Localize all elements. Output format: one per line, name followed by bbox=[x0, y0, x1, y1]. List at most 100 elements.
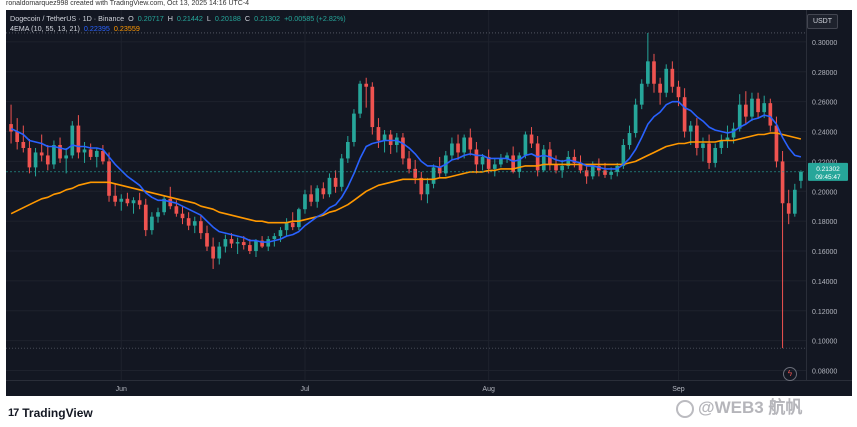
candle-body bbox=[364, 83, 369, 87]
candle-body bbox=[566, 156, 571, 166]
candle-body bbox=[321, 188, 326, 195]
change-value: +0.00585 (+2.82%) bbox=[284, 14, 346, 23]
candlestick-chart[interactable]: 0.300000.280000.260000.240000.220000.200… bbox=[6, 10, 852, 396]
candle-body bbox=[39, 152, 44, 156]
candle-body bbox=[370, 86, 375, 128]
y-tick-label: 0.16000 bbox=[812, 249, 837, 256]
candle-body bbox=[707, 143, 711, 163]
candle-body bbox=[682, 97, 687, 132]
candle-body bbox=[45, 155, 50, 165]
candle-body bbox=[401, 137, 405, 159]
candle-body bbox=[174, 206, 179, 214]
candle-body bbox=[272, 236, 277, 240]
price-scale-border bbox=[806, 10, 807, 380]
candle-body bbox=[315, 188, 320, 202]
candle-body bbox=[627, 133, 632, 145]
candle-body bbox=[156, 212, 160, 217]
watermark: @WEB3 航帆 bbox=[676, 393, 802, 418]
candle-body bbox=[743, 104, 748, 117]
candle-body bbox=[731, 128, 736, 138]
candle-body bbox=[358, 83, 362, 114]
x-tick-label: Aug bbox=[482, 386, 495, 393]
watermark-text: @WEB3 航帆 bbox=[698, 398, 803, 417]
candle-body bbox=[652, 61, 656, 84]
candle-body bbox=[52, 144, 56, 165]
candle-body bbox=[480, 156, 485, 165]
candle-body bbox=[578, 162, 583, 171]
candle-body bbox=[737, 104, 742, 129]
last-price-badge bbox=[808, 162, 848, 181]
candle-body bbox=[192, 221, 197, 226]
candle-body bbox=[58, 144, 62, 159]
candle-body bbox=[223, 239, 228, 247]
candle-body bbox=[517, 155, 522, 172]
candle-body bbox=[278, 230, 283, 237]
y-tick-label: 0.18000 bbox=[812, 219, 837, 226]
candle-body bbox=[113, 195, 117, 202]
candle-body bbox=[101, 150, 105, 162]
candle-body bbox=[205, 233, 209, 247]
candle-body bbox=[94, 150, 99, 157]
candle-body bbox=[352, 113, 356, 142]
open-label: O bbox=[128, 14, 134, 23]
candle-body bbox=[290, 222, 295, 228]
candle-body bbox=[376, 127, 381, 141]
y-tick-label: 0.10000 bbox=[812, 339, 837, 346]
candle-body bbox=[21, 142, 26, 148]
candle-body bbox=[621, 144, 626, 166]
high-label: H bbox=[167, 14, 173, 23]
candle-body bbox=[786, 203, 791, 214]
lightning-icon[interactable]: ϟ bbox=[783, 367, 797, 381]
high-value: 0.21442 bbox=[176, 14, 203, 23]
candle-body bbox=[560, 165, 564, 171]
candle-body bbox=[137, 200, 142, 205]
tradingview-wordmark: TradingView bbox=[22, 406, 93, 420]
close-label: C bbox=[244, 14, 251, 23]
candle-body bbox=[33, 152, 38, 168]
y-tick-label: 0.14000 bbox=[812, 279, 837, 286]
candle-body bbox=[339, 158, 344, 187]
candle-body bbox=[603, 170, 607, 175]
candle-body bbox=[260, 240, 264, 247]
low-value: 0.20188 bbox=[214, 14, 241, 23]
candle-body bbox=[523, 134, 528, 156]
candle-body bbox=[719, 140, 724, 148]
x-tick-label: Jul bbox=[300, 386, 309, 393]
candle-body bbox=[407, 158, 411, 169]
indicator-label[interactable]: 4EMA (10, 55, 13, 21) bbox=[10, 24, 80, 33]
candle-body bbox=[646, 61, 650, 84]
candle-body bbox=[254, 240, 258, 252]
candle-body bbox=[229, 239, 234, 244]
open-value: 0.20717 bbox=[137, 14, 164, 23]
currency-selector[interactable]: USDT bbox=[806, 14, 838, 29]
candle-body bbox=[425, 183, 430, 195]
candle-body bbox=[419, 177, 424, 195]
candle-body bbox=[413, 168, 418, 178]
candle-body bbox=[499, 158, 503, 165]
candle-body bbox=[15, 131, 20, 142]
y-tick-label: 0.30000 bbox=[812, 40, 837, 47]
chart-legend: Dogecoin / TetherUS · 1D · Binance O 0.20… bbox=[10, 14, 346, 34]
tradingview-logo: 17 TradingView bbox=[8, 406, 93, 420]
symbol-title[interactable]: Dogecoin / TetherUS · 1D · Binance bbox=[10, 14, 125, 23]
candle-body bbox=[303, 194, 307, 210]
candle-body bbox=[792, 189, 797, 214]
candle-body bbox=[750, 98, 754, 117]
candle-body bbox=[774, 125, 779, 162]
candle-body bbox=[713, 147, 718, 163]
candle-body bbox=[505, 155, 509, 159]
candle-body bbox=[584, 170, 589, 177]
candle-body bbox=[572, 156, 577, 163]
chart-panel[interactable]: 0.300000.280000.260000.240000.220000.200… bbox=[6, 10, 852, 396]
candle-body bbox=[382, 134, 387, 141]
candle-body bbox=[248, 245, 252, 252]
candle-body bbox=[492, 164, 497, 169]
candle-body bbox=[143, 204, 148, 231]
candle-body bbox=[762, 103, 767, 113]
candle-body bbox=[327, 177, 332, 195]
candle-body bbox=[529, 134, 534, 144]
candle-body bbox=[131, 200, 136, 204]
candle-body bbox=[780, 161, 785, 204]
x-tick-label: Sep bbox=[672, 386, 685, 393]
candle-body bbox=[450, 143, 454, 156]
